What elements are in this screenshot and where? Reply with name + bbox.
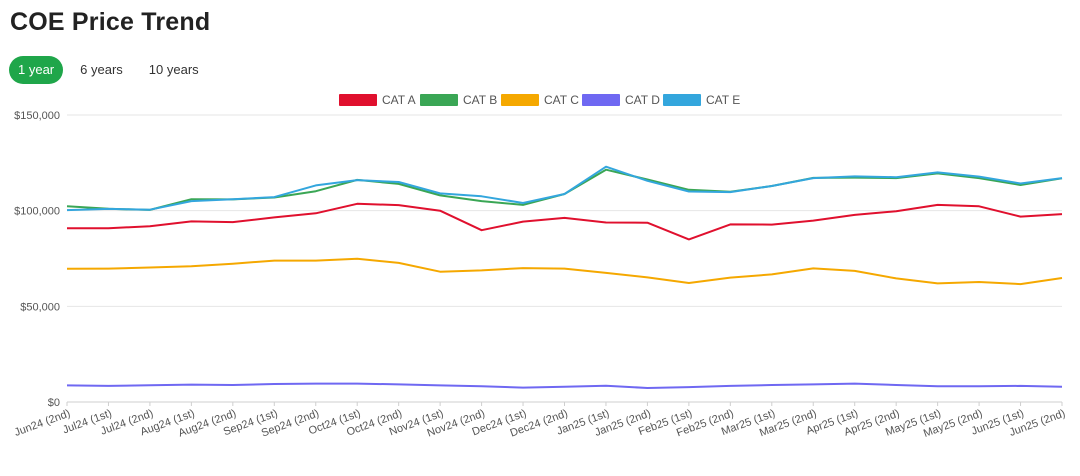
y-tick-label: $0 <box>48 397 60 409</box>
legend-swatch-cat-c <box>501 94 539 106</box>
tab-10-years[interactable]: 10 years <box>139 56 208 84</box>
series-line-cat-e <box>66 165 1063 212</box>
legend-swatch-cat-b <box>420 94 458 106</box>
tab-6-years[interactable]: 6 years <box>71 56 132 84</box>
legend-label-cat-b: CAT B <box>463 93 497 107</box>
page-title: COE Price Trend <box>10 8 211 36</box>
series-line-cat-c <box>66 257 1063 286</box>
series-line-cat-d <box>66 382 1063 389</box>
range-tabs: 1 year 6 years 10 years <box>9 56 208 84</box>
legend-swatch-cat-a <box>339 94 377 106</box>
tab-1-year[interactable]: 1 year <box>9 56 64 84</box>
legend-label-cat-e: CAT E <box>706 93 740 107</box>
legend-label-cat-d: CAT D <box>625 93 660 107</box>
series-line-cat-a <box>67 202 1063 241</box>
legend-swatch-cat-e <box>663 94 701 106</box>
y-tick-label: $150,000 <box>14 110 60 122</box>
legend-label-cat-a: CAT A <box>382 93 416 107</box>
y-tick-label: $50,000 <box>20 301 60 313</box>
legend-label-cat-c: CAT C <box>544 93 579 107</box>
x-tick-label: Jun24 (2nd) <box>13 408 72 439</box>
legend-swatch-cat-d <box>582 94 620 106</box>
y-tick-label: $100,000 <box>14 206 60 218</box>
